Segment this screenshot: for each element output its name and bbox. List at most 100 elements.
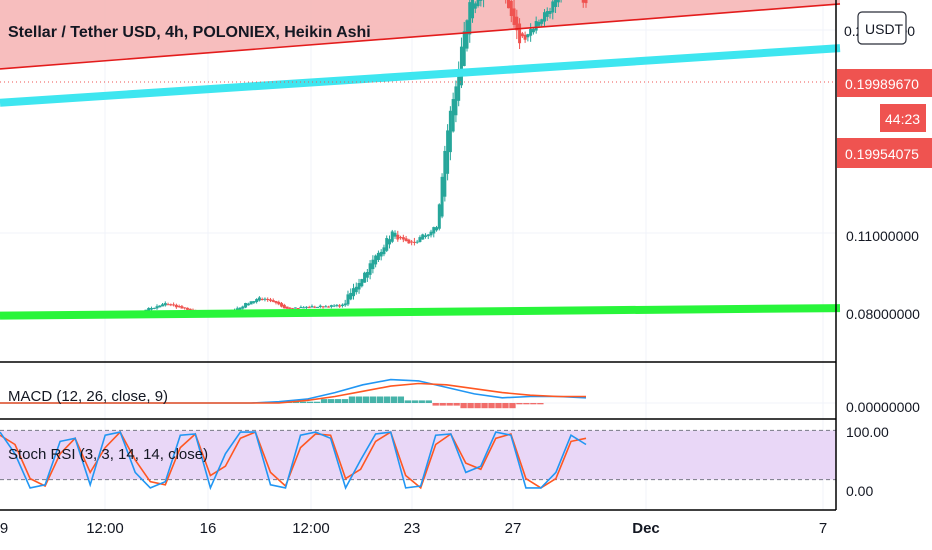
candle-body: [244, 303, 248, 308]
trendlines: [0, 3, 841, 320]
candle-body: [158, 305, 162, 308]
candle: [368, 260, 372, 280]
candle-body: [542, 12, 546, 22]
chart-title: Stellar / Tether USD, 4h, POLONIEX, Heik…: [8, 24, 371, 41]
candle-body: [357, 283, 361, 290]
macd-histogram-bar: [537, 403, 544, 405]
candle: [437, 203, 441, 231]
macd-histogram-bar: [446, 403, 453, 406]
candle-body: [296, 308, 300, 310]
candle: [412, 237, 416, 246]
currency-button-frame[interactable]: [857, 11, 907, 45]
candle-body: [545, 11, 549, 17]
candle-body: [554, 0, 558, 7]
candle: [271, 298, 275, 303]
candle-body: [512, 8, 516, 25]
candle: [509, 0, 513, 23]
candle-body: [304, 306, 308, 308]
macd-legend[interactable]: MACD (12, 26, close, 9): [8, 388, 168, 405]
time-axis[interactable]: 9 12:00 16 12:00 23 27 Dec 7: [0, 520, 827, 537]
candle: [520, 31, 524, 38]
candle-body: [365, 272, 369, 278]
candle-body: [185, 307, 189, 310]
stoch-scale-tick-0: 0.00: [846, 483, 873, 499]
macd-histogram-bar: [509, 403, 516, 409]
macd-histogram-bar: [313, 401, 321, 403]
candle-body: [172, 304, 176, 306]
macd-histogram-bar: [530, 403, 537, 405]
candle-body: [263, 298, 267, 300]
candle: [385, 235, 389, 253]
candle-body: [149, 308, 153, 310]
macd-histogram-bar: [320, 399, 328, 403]
candle-body: [152, 307, 156, 309]
candle-body: [581, 0, 585, 3]
candle-body: [163, 303, 167, 306]
candle: [329, 304, 333, 309]
candle-body: [266, 299, 270, 301]
candle: [462, 21, 466, 67]
currency-button[interactable]: USDT: [857, 11, 907, 45]
candle: [304, 306, 308, 309]
candle-body: [454, 86, 458, 116]
macd-histogram-bar: [432, 403, 439, 406]
stoch-rsi-legend[interactable]: Stoch RSI (3, 3, 14, 14, close): [8, 446, 208, 463]
candle: [432, 226, 436, 238]
price-axis[interactable]: 0.2 00 0.11000000 0.08000000 0.19989670 4…: [837, 23, 932, 499]
candle-body: [404, 238, 408, 241]
macd-histogram-bar: [439, 403, 446, 406]
macd-histogram-bar: [362, 396, 370, 403]
candle: [241, 305, 245, 310]
candle: [363, 271, 367, 283]
candle: [163, 301, 167, 307]
price-tick-011: 0.11000000: [846, 228, 919, 244]
candle-body: [390, 231, 394, 242]
candle-body: [429, 231, 433, 236]
macd-histogram-bar: [299, 401, 307, 403]
candle-body: [180, 306, 184, 309]
candle-body: [465, 20, 469, 49]
candle-body: [274, 301, 278, 303]
candle-body: [291, 308, 295, 310]
stoch-rsi-band-fill: [0, 430, 836, 480]
candle: [451, 92, 455, 133]
candle-body: [307, 307, 311, 309]
candle-body: [280, 303, 284, 307]
time-axis-label: 27: [505, 520, 522, 537]
candle: [534, 16, 538, 34]
candle-body: [268, 299, 272, 301]
time-axis-label: Dec: [632, 520, 660, 537]
candle: [399, 235, 403, 240]
candle-body: [246, 303, 250, 306]
trendline-green-3: [0, 304, 841, 320]
candle: [183, 307, 187, 310]
support-price-label-bg: [837, 138, 932, 168]
candle-body: [432, 227, 436, 234]
candle-body: [155, 306, 159, 309]
candle-body: [338, 305, 342, 307]
candle-body: [249, 301, 253, 305]
candle: [542, 9, 546, 27]
candle-body: [412, 241, 416, 243]
time-axis-label: 16: [200, 520, 217, 537]
macd-histogram-bar: [390, 396, 398, 403]
candle-body: [523, 34, 527, 40]
candle: [476, 0, 480, 8]
candle: [365, 269, 369, 282]
candle-body: [520, 33, 524, 37]
candle: [307, 305, 311, 309]
macd-histogram-bar: [334, 399, 342, 403]
candle: [468, 0, 472, 43]
last-price-label-bg: [837, 69, 932, 97]
candle-body: [271, 300, 275, 302]
stoch-scale-tick-100: 100.00: [846, 424, 889, 440]
candle: [418, 235, 422, 243]
trendline-red-1: [0, 3, 841, 70]
macd-histogram-bar: [411, 400, 418, 403]
candle-body: [299, 306, 303, 309]
candle-body: [584, 0, 588, 4]
candle: [155, 304, 159, 310]
candle-body: [556, 0, 560, 3]
